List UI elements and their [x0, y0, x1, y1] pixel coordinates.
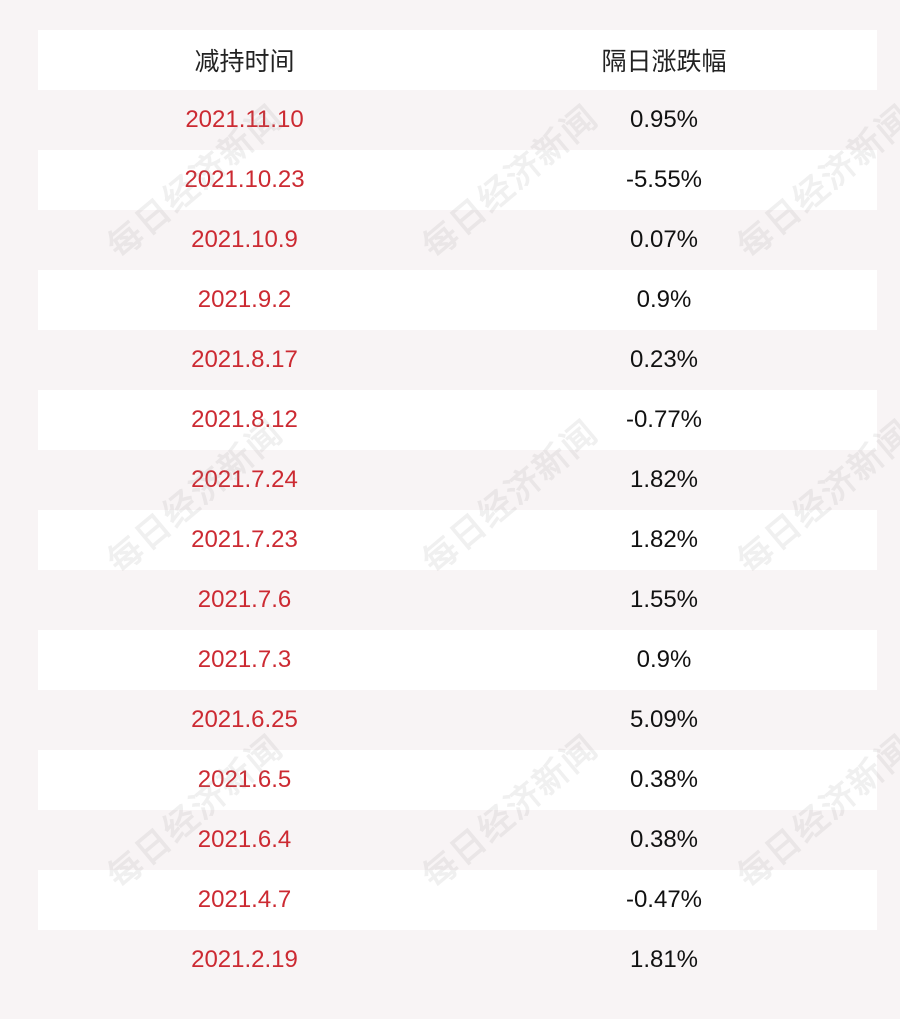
table-row: 2021.7.23 1.82% — [38, 510, 877, 570]
reduction-date-cell: 2021.7.24 — [191, 466, 298, 493]
next-day-change-cell: 0.9% — [636, 286, 692, 313]
reduction-date-cell: 2021.7.6 — [197, 586, 292, 613]
next-day-change-cell: 1.55% — [629, 586, 699, 613]
table-row: 2021.6.5 0.38% — [38, 750, 877, 810]
reduction-date-cell: 2021.8.12 — [191, 406, 298, 433]
next-day-change-cell: 1.81% — [629, 946, 699, 973]
table-row: 2021.6.25 5.09% — [38, 690, 877, 750]
table-row: 2021.7.6 1.55% — [38, 570, 877, 630]
stock-reduction-table: 减持时间 隔日涨跌幅 2021.11.10 0.95% 2021.10.23 -5.5… — [38, 30, 877, 990]
table-row: 2021.7.3 0.9% — [38, 630, 877, 690]
reduction-date-cell: 2021.9.2 — [197, 286, 292, 313]
header-next-day-change: 隔日涨跌幅 — [601, 48, 727, 76]
table-row: 2021.10.9 0.07% — [38, 210, 877, 270]
reduction-date-cell: 2021.11.10 — [185, 106, 304, 133]
next-day-change-cell: 1.82% — [629, 466, 699, 493]
next-day-change-cell: 0.38% — [629, 826, 699, 853]
reduction-date-cell: 2021.4.7 — [197, 886, 292, 913]
reduction-date-cell: 2021.7.23 — [191, 526, 298, 553]
table-body: 2021.11.10 0.95% 2021.10.23 -5.55% 2021.10.9… — [38, 90, 877, 990]
reduction-date-cell: 2021.8.17 — [191, 346, 298, 373]
header-reduction-date: 减持时间 — [194, 48, 295, 76]
table-row: 2021.6.4 0.38% — [38, 810, 877, 870]
next-day-change-cell: 0.9% — [636, 646, 692, 673]
reduction-date-cell: 2021.10.9 — [191, 226, 298, 253]
table-row: 2021.9.2 0.9% — [38, 270, 877, 330]
next-day-change-cell: 1.82% — [629, 526, 699, 553]
next-day-change-cell: -0.47% — [625, 886, 703, 913]
table-header-row: 减持时间 隔日涨跌幅 — [38, 30, 877, 90]
table-row: 2021.10.23 -5.55% — [38, 150, 877, 210]
next-day-change-cell: 5.09% — [629, 706, 699, 733]
reduction-date-cell: 2021.6.25 — [191, 706, 298, 733]
next-day-change-cell: 0.07% — [629, 226, 699, 253]
next-day-change-cell: 0.95% — [629, 106, 699, 133]
next-day-change-cell: 0.23% — [629, 346, 699, 373]
next-day-change-cell: -0.77% — [625, 406, 703, 433]
next-day-change-cell: -5.55% — [625, 166, 703, 193]
table-row: 2021.7.24 1.82% — [38, 450, 877, 510]
table-row: 2021.2.19 1.81% — [38, 930, 877, 990]
reduction-date-cell: 2021.6.5 — [197, 766, 292, 793]
reduction-date-cell: 2021.6.4 — [197, 826, 292, 853]
reduction-date-cell: 2021.7.3 — [197, 646, 292, 673]
table-row: 2021.4.7 -0.47% — [38, 870, 877, 930]
reduction-date-cell: 2021.10.23 — [184, 166, 305, 193]
table-row: 2021.8.17 0.23% — [38, 330, 877, 390]
table-row: 2021.11.10 0.95% — [38, 90, 877, 150]
reduction-date-cell: 2021.2.19 — [191, 946, 298, 973]
next-day-change-cell: 0.38% — [629, 766, 699, 793]
table-row: 2021.8.12 -0.77% — [38, 390, 877, 450]
